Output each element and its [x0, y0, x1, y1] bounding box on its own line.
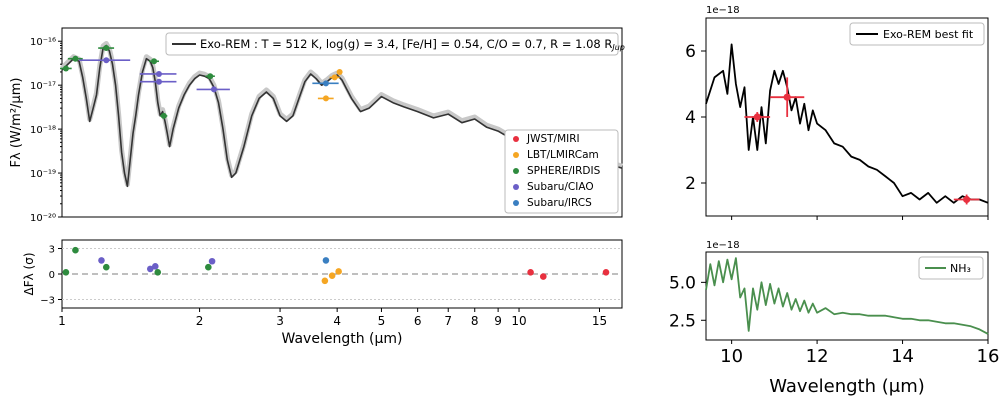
residual-point [321, 277, 329, 285]
residual-point [146, 265, 154, 273]
residual-point [208, 257, 216, 265]
residual-point [102, 263, 110, 271]
data-point [62, 65, 69, 72]
legend-label: SPHERE/IRDIS [527, 165, 601, 177]
bestfit-point [963, 195, 971, 204]
x-tick-label: 3 [276, 314, 284, 328]
nh3-offset-label: 1e−18 [706, 240, 740, 251]
x-tick-label: 1 [58, 314, 66, 328]
residual-y-tick-label: 0 [49, 270, 55, 281]
data-point [103, 57, 110, 64]
x-tick-label: 8 [471, 314, 479, 328]
data-point [322, 95, 329, 102]
nh3-x-tick-label: 10 [720, 346, 743, 367]
y-tick-label: 10⁻¹⁹ [30, 169, 56, 180]
legend-marker [513, 152, 519, 158]
legend-label: Subaru/CIAO [527, 181, 594, 193]
y-tick-label: 10⁻²⁰ [30, 213, 56, 224]
nh3-legend-label: NH₃ [950, 262, 971, 275]
bestfit-line [705, 43, 989, 204]
residual-point [328, 272, 336, 280]
residual-y-axis-label: ΔFλ (σ) [22, 253, 36, 296]
nh3-x-tick-label: 16 [977, 346, 1000, 367]
data-point [210, 86, 217, 93]
nh3-legend-box [918, 256, 984, 280]
data-point [151, 58, 158, 65]
x-tick-label: 7 [444, 314, 452, 328]
x-tick-label: 15 [592, 314, 607, 328]
y-tick-label: 10⁻¹⁸ [30, 125, 56, 136]
x-tick-label: 4 [333, 314, 341, 328]
residual-point [602, 269, 610, 276]
x-tick-label: 6 [414, 314, 422, 328]
residual-point [154, 269, 162, 276]
data-point [103, 45, 110, 52]
legend-label: LBT/LMIRCam [527, 149, 599, 161]
model-legend-label: Exo-REM : T = 512 K, log(g) = 3.4, [Fe/H… [200, 37, 625, 52]
nh3-y-tick-label: 5.0 [669, 273, 696, 293]
residual-point [539, 273, 547, 280]
nh3-frame [705, 251, 989, 341]
model-spectrum-line [61, 44, 623, 188]
data-point [336, 68, 343, 75]
bestfit-legend-label: Exo-REM best fit [883, 28, 974, 41]
x-tick-label: 9 [494, 314, 502, 328]
legend-marker [513, 168, 519, 174]
bestfit-legend-box [849, 22, 985, 46]
instrument-legend-box [504, 129, 619, 214]
y-tick-label: 10⁻¹⁷ [30, 81, 56, 92]
data-point [160, 112, 167, 119]
legend-marker [513, 184, 519, 190]
residual-point [151, 263, 159, 270]
data-point [331, 74, 338, 81]
y-axis-label: Fλ (W/m²/μm) [9, 78, 24, 168]
bestfit-y-tick-label: 2 [685, 174, 696, 194]
spectrum-frame [61, 27, 623, 218]
residual-point [205, 263, 212, 271]
x-axis-label: Wavelength (μm) [282, 331, 403, 347]
nh3-x-axis-label: Wavelength (μm) [769, 376, 925, 397]
residual-y-tick-label: 3 [49, 245, 55, 256]
residual-point [72, 246, 79, 254]
data-point [72, 55, 79, 62]
bestfit-y-tick-label: 4 [685, 108, 696, 128]
bestfit-offset-label: 1e−18 [706, 5, 740, 16]
legend-marker [513, 200, 519, 206]
nh3-y-tick-label: 2.5 [669, 311, 696, 331]
nh3-line [705, 257, 989, 335]
bestfit-point [753, 113, 761, 121]
data-point [207, 73, 214, 80]
bestfit-point [783, 93, 791, 101]
x-tick-label: 5 [378, 314, 386, 328]
residual-y-tick-label: −3 [40, 296, 55, 307]
residual-point [322, 257, 330, 264]
model-legend-subscript: Jup [610, 43, 625, 52]
model-legend-box [165, 32, 619, 56]
data-point [155, 70, 162, 77]
data-point [155, 78, 162, 85]
legend-marker [513, 136, 519, 142]
residual-point [527, 269, 534, 276]
nh3-x-tick-label: 14 [891, 346, 914, 367]
bestfit-y-tick-label: 6 [685, 42, 696, 62]
x-tick-label: 10 [511, 314, 526, 328]
residual-point [335, 268, 342, 275]
nh3-x-tick-label: 12 [806, 346, 829, 367]
legend-label: JWST/MIRI [526, 133, 580, 145]
residual-point [98, 257, 105, 264]
data-point [322, 80, 329, 87]
residual-point [62, 269, 70, 276]
y-tick-label: 10⁻¹⁶ [30, 37, 56, 48]
legend-label: Subaru/IRCS [527, 197, 592, 209]
x-tick-label: 2 [196, 314, 204, 328]
